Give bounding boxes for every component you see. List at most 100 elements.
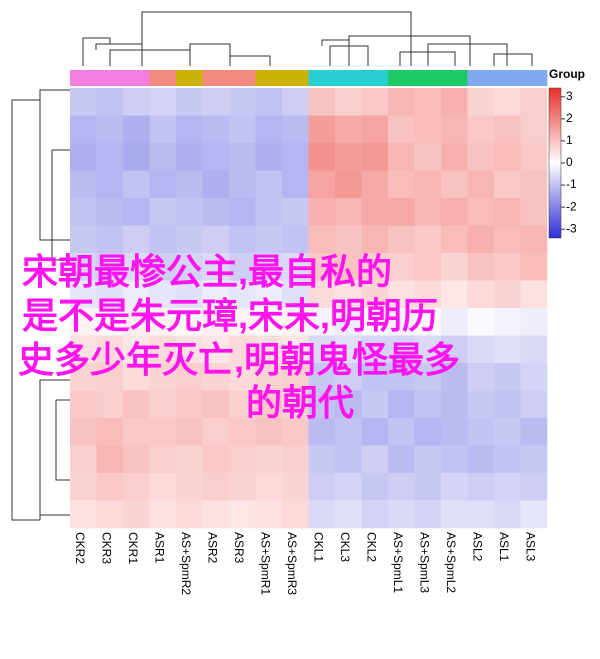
- x-tick-label: CKL3: [338, 532, 352, 562]
- heatmap-cell: [494, 445, 521, 474]
- heatmap-cell: [149, 115, 177, 144]
- heatmap-cell: [361, 500, 389, 529]
- heatmap-cell: [494, 115, 521, 144]
- heatmap-cell: [361, 473, 389, 501]
- heatmap-cell: [282, 445, 309, 474]
- heatmap-cell: [494, 143, 521, 171]
- heatmap-cell: [149, 143, 177, 171]
- heatmap-cell: [467, 390, 495, 419]
- heatmap-cell: [255, 88, 283, 116]
- heatmap-cell: [335, 170, 362, 199]
- heatmap-cell: [414, 473, 442, 501]
- heatmap-cell: [149, 170, 177, 199]
- color-tick-label: 0: [566, 155, 573, 169]
- heatmap-cell: [229, 280, 256, 309]
- heatmap-cell: [467, 198, 495, 226]
- x-tick-label: CKR2: [73, 532, 87, 564]
- x-tick-label: CKR1: [126, 532, 140, 564]
- heatmap-cell: [494, 363, 521, 391]
- x-tick-label: AS+SpmR1: [259, 532, 273, 595]
- x-tick-label: AS+SpmR3: [285, 532, 299, 595]
- group-bar: [388, 70, 415, 86]
- heatmap-cell: [520, 445, 548, 474]
- heatmap-cell: [467, 170, 495, 199]
- heatmap-cell: [123, 363, 150, 391]
- heatmap-cell: [414, 143, 442, 171]
- heatmap-cell: [229, 170, 256, 199]
- heatmap-cell: [494, 335, 521, 364]
- heatmap-cell: [255, 308, 283, 336]
- heatmap-cell: [520, 88, 548, 116]
- heatmap-cell: [494, 225, 521, 254]
- heatmap-cell: [520, 143, 548, 171]
- heatmap-cell: [335, 143, 362, 171]
- heatmap-cell: [96, 335, 124, 364]
- heatmap-cell: [96, 198, 124, 226]
- heatmap-cell: [467, 445, 495, 474]
- group-bar: [229, 70, 256, 86]
- legend-title: Group: [549, 67, 585, 81]
- heatmap-cell: [520, 115, 548, 144]
- group-bar: [176, 70, 203, 86]
- heatmap-cell: [70, 500, 97, 529]
- heatmap-cell: [149, 308, 177, 336]
- color-tick-label: -3: [566, 221, 577, 235]
- heatmap-cell: [282, 253, 309, 281]
- heatmap-cell: [282, 170, 309, 199]
- heatmap-cell: [229, 445, 256, 474]
- heatmap-cell: [467, 418, 495, 446]
- heatmap-cell: [361, 390, 389, 419]
- heatmap-cell: [335, 363, 362, 391]
- heatmap-cell: [520, 418, 548, 446]
- x-tick-label: ASL2: [471, 532, 485, 562]
- heatmap-cell: [308, 170, 336, 199]
- heatmap-cell: [149, 225, 177, 254]
- color-tick-label: 3: [566, 89, 573, 103]
- heatmap-cell: [388, 500, 415, 529]
- heatmap-cell: [176, 280, 203, 309]
- heatmap-cell: [361, 198, 389, 226]
- heatmap-cell: [70, 198, 97, 226]
- heatmap-cell: [308, 225, 336, 254]
- color-tick-label: -2: [566, 199, 577, 213]
- heatmap-cell: [414, 390, 442, 419]
- heatmap-cell: [520, 363, 548, 391]
- heatmap-cell: [335, 225, 362, 254]
- heatmap-cell: [282, 363, 309, 391]
- heatmap-cell: [229, 198, 256, 226]
- heatmap-cell: [176, 143, 203, 171]
- column-dendrogram: [82, 11, 533, 66]
- heatmap-cell: [494, 88, 521, 116]
- group-bar: [96, 70, 124, 86]
- heatmap-cell: [123, 170, 150, 199]
- heatmap-cell: [361, 280, 389, 309]
- heatmap-cell: [308, 335, 336, 364]
- heatmap-cell: [176, 335, 203, 364]
- heatmap-cell: [149, 253, 177, 281]
- heatmap-cell: [255, 115, 283, 144]
- x-tick-label: AS+SpmL3: [418, 532, 432, 593]
- heatmap-cell: [388, 445, 415, 474]
- heatmap-cell: [441, 308, 468, 336]
- heatmap-cell: [123, 280, 150, 309]
- heatmap-cell: [255, 500, 283, 529]
- group-bar: [282, 70, 309, 86]
- heatmap-cell: [229, 225, 256, 254]
- heatmap-cell: [229, 308, 256, 336]
- heatmap-cell: [441, 500, 468, 529]
- group-bar: [361, 70, 389, 86]
- heatmap-cell: [494, 280, 521, 309]
- heatmap-cell: [176, 115, 203, 144]
- group-bar: [520, 70, 548, 86]
- heatmap-cell: [441, 335, 468, 364]
- heatmap-cell: [467, 253, 495, 281]
- heatmap-cell: [441, 418, 468, 446]
- heatmap-cell: [335, 308, 362, 336]
- heatmap-cell: [520, 335, 548, 364]
- heatmap-cell: [96, 88, 124, 116]
- heatmap-cell: [176, 363, 203, 391]
- heatmap-cell: [414, 308, 442, 336]
- heatmap-cell: [361, 363, 389, 391]
- heatmap-cell: [255, 363, 283, 391]
- heatmap-cell: [388, 198, 415, 226]
